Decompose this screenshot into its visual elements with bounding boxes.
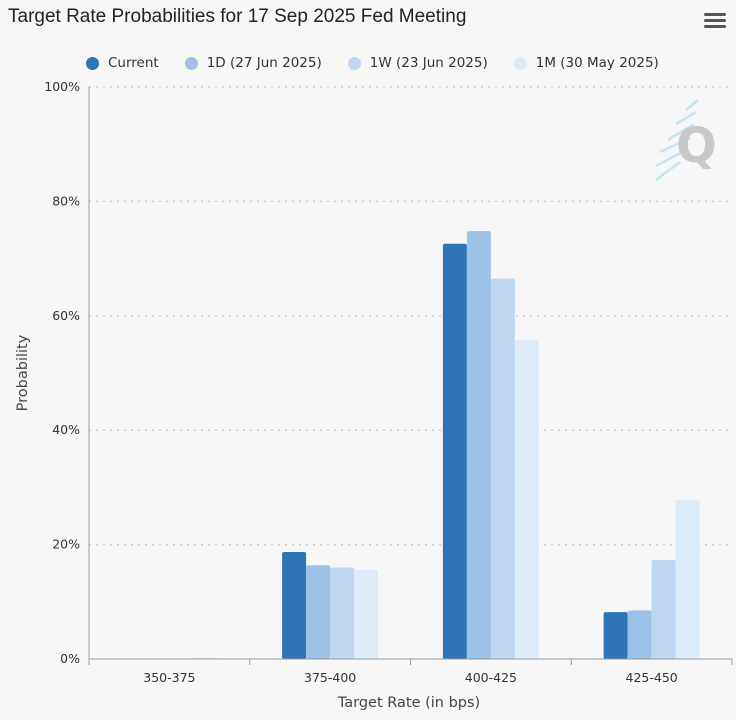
bar-400-425-series-3[interactable] [514, 340, 539, 659]
legend-item-1m[interactable]: 1M (30 May 2025) [513, 55, 659, 71]
bar-425-450-series-1[interactable] [627, 610, 652, 659]
bar-400-425-series-1[interactable] [466, 231, 491, 660]
bar-375-400-series-3[interactable] [354, 569, 379, 659]
bars [121, 231, 700, 660]
bar-400-425-series-0[interactable] [442, 243, 467, 659]
legend: Current 1D (27 Jun 2025) 1W (23 Jun 2025… [86, 53, 685, 73]
y-axis-title: Probability [15, 334, 31, 411]
y-tick-label: 60% [52, 308, 80, 323]
x-tick-label: 400-425 [465, 670, 517, 685]
legend-item-1w[interactable]: 1W (23 Jun 2025) [347, 55, 488, 71]
legend-swatch-1m [513, 56, 527, 70]
legend-label-current: Current [108, 55, 159, 71]
legend-item-1d[interactable]: 1D (27 Jun 2025) [184, 55, 322, 71]
legend-item-current[interactable]: Current [86, 55, 159, 71]
svg-text:Q: Q [676, 118, 717, 174]
bar-425-450-series-0[interactable] [603, 612, 628, 659]
bar-400-425-series-2[interactable] [490, 278, 515, 659]
x-tick-label: 375-400 [304, 670, 356, 685]
y-tick-label: 40% [52, 422, 80, 437]
legend-swatch-1d [184, 56, 198, 70]
x-axis-title: Target Rate (in bps) [337, 695, 480, 711]
y-tick-label: 0% [60, 651, 80, 666]
bar-425-450-series-2[interactable] [651, 560, 676, 659]
y-tick-label: 100% [44, 79, 80, 94]
y-tick-label: 80% [52, 193, 80, 208]
y-tick-label: 20% [52, 537, 80, 552]
legend-label-1w: 1W (23 Jun 2025) [369, 55, 488, 71]
x-tick-label: 425-450 [626, 670, 678, 685]
bar-375-400-series-2[interactable] [330, 567, 355, 659]
bar-375-400-series-1[interactable] [306, 565, 331, 659]
x-tick-label: 350-375 [143, 670, 195, 685]
legend-swatch-1w [347, 56, 361, 70]
hamburger-menu-icon[interactable] [703, 10, 727, 32]
legend-label-1m: 1M (30 May 2025) [535, 55, 659, 71]
chart-title: Target Rate Probabilities for 17 Sep 202… [8, 6, 467, 27]
gridlines [89, 86, 732, 546]
legend-label-1d: 1D (27 Jun 2025) [206, 55, 322, 71]
legend-swatch-current [86, 56, 99, 70]
bar-425-450-series-3[interactable] [675, 499, 700, 659]
q-logo-icon: Q [655, 99, 717, 181]
axes: 0% 20% 40% 60% 80% 100% 350-375 375-400 400-425 4… [44, 79, 733, 685]
bar-375-400-series-0[interactable] [282, 552, 307, 659]
